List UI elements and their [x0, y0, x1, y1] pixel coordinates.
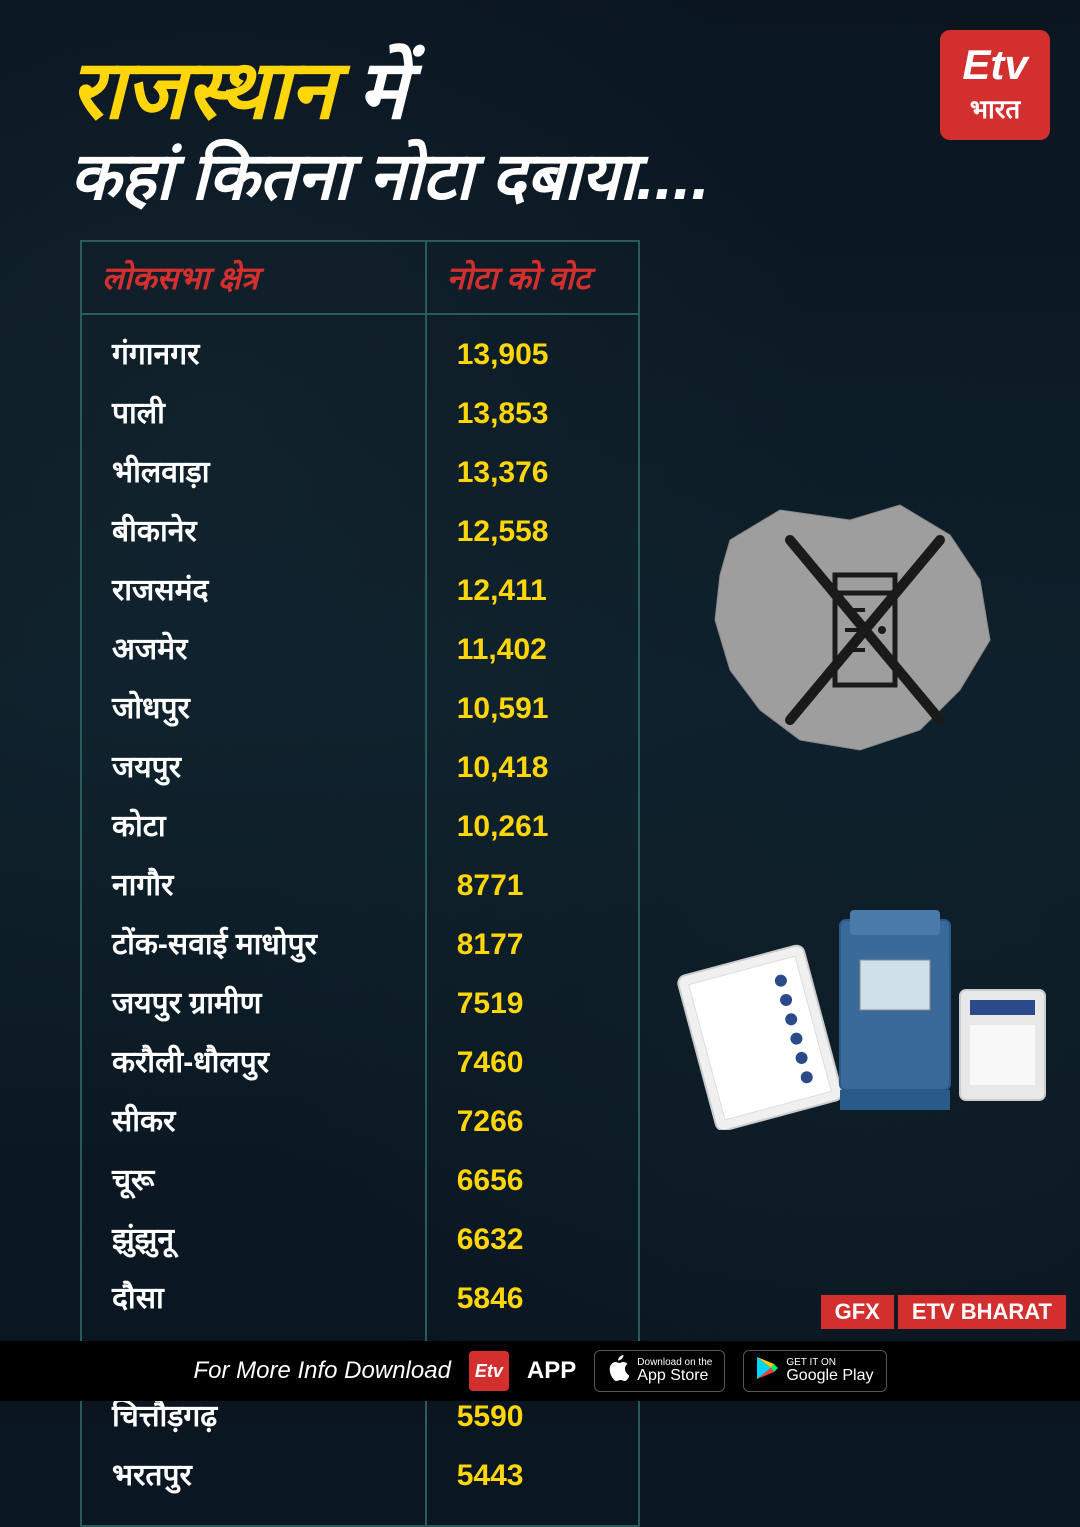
table-row-votes: 13,905 — [427, 325, 638, 384]
table-row-area: गंगानगर — [82, 325, 425, 384]
infographic-title: राजस्थान में कहां कितना नोटा दबाया.... — [70, 50, 710, 213]
table-row-votes: 10,261 — [427, 797, 638, 856]
table-row-votes: 5443 — [427, 1446, 638, 1505]
table-row-votes: 10,418 — [427, 738, 638, 797]
table-row-area: अजमेर — [82, 620, 425, 679]
table-row-votes: 7460 — [427, 1033, 638, 1092]
table-row-votes: 13,853 — [427, 384, 638, 443]
table-row-area: पाली — [82, 384, 425, 443]
mini-logo-icon: Etv — [469, 1351, 509, 1391]
title-line1-white: में — [358, 45, 407, 136]
table-row-area: बीकानेर — [82, 502, 425, 561]
title-line1-yellow: राजस्थान — [70, 45, 335, 136]
table-row-votes: 6632 — [427, 1210, 638, 1269]
table-row-area: भीलवाड़ा — [82, 443, 425, 502]
table-row-area: नागौर — [82, 856, 425, 915]
table-row-votes: 13,376 — [427, 443, 638, 502]
evm-machine-icon — [670, 870, 1050, 1130]
table-header-votes: नोटा को वोट — [427, 242, 638, 313]
table-row-area: चूरू — [82, 1151, 425, 1210]
play-text: GET IT ON Google Play — [786, 1358, 873, 1384]
table-row-area: जयपुर ग्रामीण — [82, 974, 425, 1033]
table-row-votes: 6656 — [427, 1151, 638, 1210]
table-row-votes: 12,411 — [427, 561, 638, 620]
table-row-votes: 7519 — [427, 974, 638, 1033]
table-row-votes: 10,591 — [427, 679, 638, 738]
nota-votes-table: लोकसभा क्षेत्र नोटा को वोट गंगानगरपालीभी… — [80, 240, 640, 1527]
table-row-area: जयपुर — [82, 738, 425, 797]
title-line1: राजस्थान में — [70, 50, 710, 132]
table-row-area: राजसमंद — [82, 561, 425, 620]
etv-bharat-badge: ETV BHARAT — [898, 1295, 1066, 1329]
table-header: लोकसभा क्षेत्र नोटा को वोट — [82, 242, 638, 315]
play-big: Google Play — [786, 1368, 873, 1384]
table-row-area: सीकर — [82, 1092, 425, 1151]
title-line2: कहां कितना नोटा दबाया.... — [70, 140, 710, 213]
download-bar: For More Info Download Etv APP Download … — [0, 1341, 1080, 1401]
table-row-area: दौसा — [82, 1269, 425, 1328]
table-row-area: कोटा — [82, 797, 425, 856]
rajasthan-map-icon — [690, 480, 1030, 780]
table-row-area: करौली-धौलपुर — [82, 1033, 425, 1092]
appstore-big: App Store — [637, 1368, 712, 1384]
appstore-text: Download on the App Store — [637, 1358, 712, 1384]
table-row-votes: 8771 — [427, 856, 638, 915]
gfx-badge: GFX — [821, 1295, 894, 1329]
table-row-votes: 11,402 — [427, 620, 638, 679]
play-icon — [756, 1356, 778, 1387]
table-row-votes: 5846 — [427, 1269, 638, 1328]
etv-bharat-logo: Etv भारत — [940, 30, 1050, 140]
table-row-votes: 8177 — [427, 915, 638, 974]
logo-bottom-text: भारत — [970, 90, 1020, 126]
table-row-votes: 12,558 — [427, 502, 638, 561]
footer-badges: GFX ETV BHARAT — [821, 1295, 1066, 1329]
table-row-votes: 7266 — [427, 1092, 638, 1151]
table-row-area: भरतपुर — [82, 1446, 425, 1505]
apple-icon — [607, 1355, 629, 1388]
app-text: APP — [527, 1357, 576, 1385]
logo-top-text: Etv — [962, 44, 1027, 86]
table-row-area: जोधपुर — [82, 679, 425, 738]
download-text: For More Info Download — [193, 1357, 450, 1385]
table-header-area: लोकसभा क्षेत्र — [82, 242, 427, 313]
googleplay-badge[interactable]: GET IT ON Google Play — [743, 1350, 886, 1392]
appstore-badge[interactable]: Download on the App Store — [594, 1350, 725, 1392]
table-row-area: झुंझुनू — [82, 1210, 425, 1269]
table-row-area: टोंक-सवाई माधोपुर — [82, 915, 425, 974]
